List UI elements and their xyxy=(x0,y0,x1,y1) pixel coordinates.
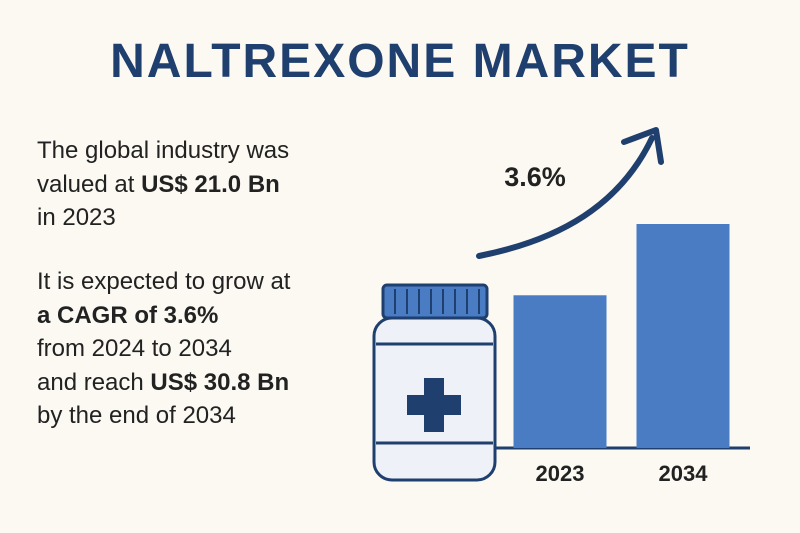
x-tick-label: 2023 xyxy=(536,461,585,486)
text-line: The global industry was xyxy=(37,134,289,168)
highlight: US$ 30.8 Bn xyxy=(150,368,290,396)
text: The global industry was xyxy=(37,137,290,164)
text-line: valued at US$ 21.0 Bn xyxy=(37,168,289,202)
text-line: It is expected to grow at xyxy=(37,265,290,299)
text-line: and reach US$ 30.8 Bn xyxy=(37,366,290,400)
bar xyxy=(636,224,730,448)
text: in 2023 xyxy=(37,204,116,231)
paragraph: The global industry was valued at US$ 21… xyxy=(37,134,289,235)
text-line: by the end of 2034 xyxy=(37,399,290,433)
text: from 2024 to 2034 xyxy=(37,335,232,362)
text-line: from 2024 to 2034 xyxy=(37,332,290,366)
text-line: a CAGR of 3.6% xyxy=(37,299,290,333)
text: and reach xyxy=(37,368,151,396)
x-tick-label: 2034 xyxy=(659,461,709,486)
text-line: in 2023 xyxy=(37,201,289,235)
highlight: a CAGR of 3.6% xyxy=(37,301,219,329)
text: valued at xyxy=(37,170,142,198)
title: NALTREXONE MARKET xyxy=(110,35,690,88)
bar xyxy=(513,295,607,448)
highlight: US$ 21.0 Bn xyxy=(141,170,280,198)
bottle-icon xyxy=(372,283,497,482)
growth-arrow xyxy=(476,127,664,259)
text: It is expected to grow at xyxy=(37,268,291,295)
annotation: 3.6% xyxy=(504,162,566,192)
paragraph: It is expected to grow at a CAGR of 3.6%… xyxy=(37,265,290,433)
text: by the end of 2034 xyxy=(37,402,236,429)
